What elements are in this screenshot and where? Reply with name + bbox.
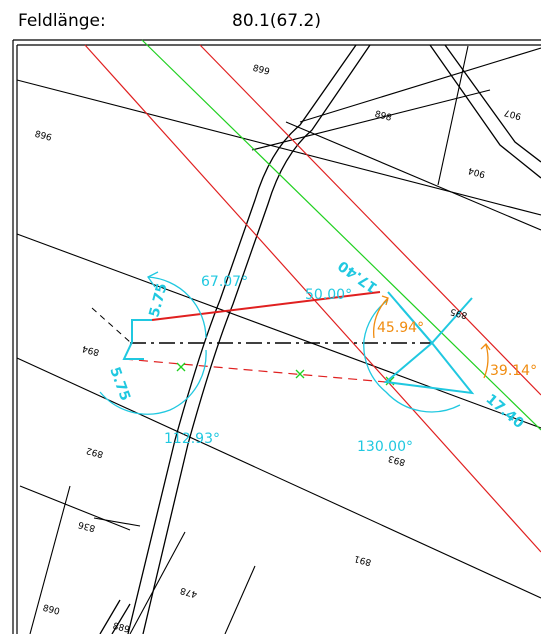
parcel-894: 894 xyxy=(81,343,100,357)
red-span-solid xyxy=(151,291,381,321)
boundary-lines-colored xyxy=(84,39,541,553)
parcel-890: 890 xyxy=(41,604,60,618)
parcel-907: 907 xyxy=(503,107,522,121)
angle-39: 39.14° xyxy=(490,363,537,379)
angle-130: 130.00° xyxy=(357,439,413,455)
parcel-891: 891 xyxy=(353,553,372,567)
parcel-892: 892 xyxy=(85,445,104,459)
angle-labels: 67.07° 50.00° 45.94° 39.14° 112.93° 130.… xyxy=(164,274,537,455)
axis-tick xyxy=(91,307,131,343)
parcel-boundaries xyxy=(16,45,541,634)
parcel-478: 478 xyxy=(179,585,198,599)
angle-45: 45.94° xyxy=(377,320,424,336)
parcel-895: 895 xyxy=(449,306,468,320)
angle-arcs-orange xyxy=(373,295,491,379)
parcel-904: 904 xyxy=(467,165,486,179)
parcel-893: 893 xyxy=(387,453,406,467)
road-outline xyxy=(99,44,541,634)
dim-right-bottom: 17.40 xyxy=(483,391,527,432)
red-line-right xyxy=(199,44,541,396)
field-length-value: 80.1(67.2) xyxy=(232,11,321,31)
pole-left xyxy=(99,271,207,415)
parcel-836: 836 xyxy=(77,519,96,533)
field-length-label: Feldlänge: xyxy=(18,11,106,31)
green-line xyxy=(141,39,541,431)
parcel-889: 889 xyxy=(111,622,130,634)
dim-left-bottom: 5.75 xyxy=(106,365,133,403)
red-line-left xyxy=(84,44,541,553)
drawing-frame xyxy=(12,39,541,634)
angle-112: 112.93° xyxy=(164,431,220,447)
green-markers xyxy=(176,362,395,386)
parcel-896: 896 xyxy=(33,130,52,144)
parcel-898: 898 xyxy=(373,110,392,124)
parcel-numbers: 899 898 907 896 904 894 895 892 893 836 … xyxy=(33,64,522,634)
red-span-dashed xyxy=(123,358,387,383)
dim-left-top: 5.75 xyxy=(146,282,170,320)
pole-right xyxy=(363,291,475,413)
header-bar: Feldlänge: 80.1(67.2) xyxy=(0,0,541,34)
angle-67: 67.07° xyxy=(201,274,248,290)
angle-50: 50.00° xyxy=(305,287,352,303)
parcel-899: 899 xyxy=(251,64,270,78)
